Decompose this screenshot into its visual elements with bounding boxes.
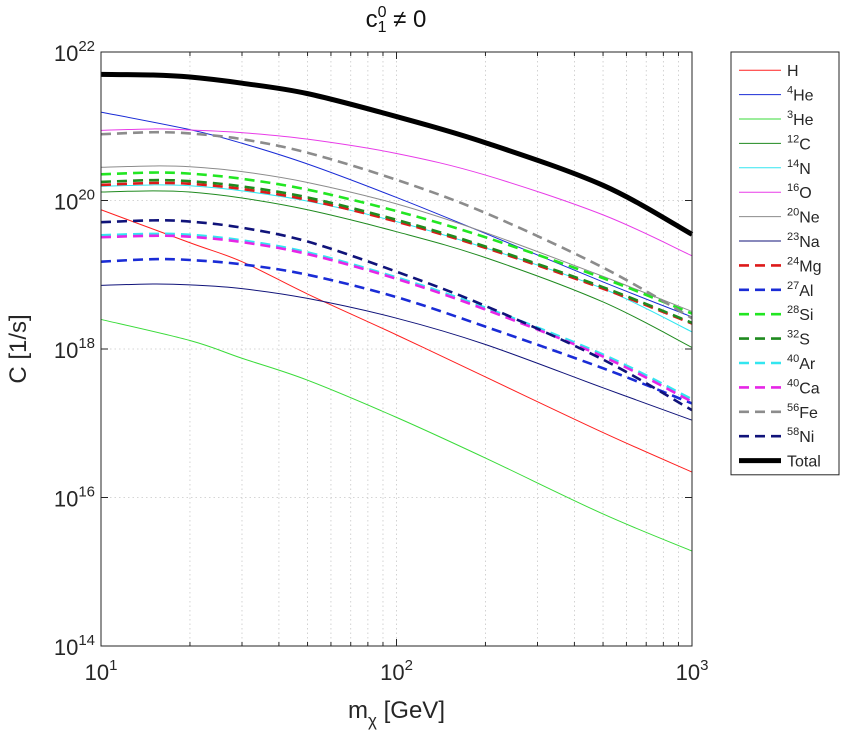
legend-entry-58ni: 58Ni [787, 426, 814, 446]
y-tick-label-base: 10 [54, 190, 78, 215]
legend-box [730, 51, 840, 476]
legend-entry-total: Total [787, 454, 821, 471]
y-tick-label-exponent: 16 [78, 484, 95, 501]
series-line-12c [100, 190, 693, 348]
legend-entry-12c: 12C [787, 133, 811, 153]
series-line-28si [100, 171, 693, 315]
x-tick-label-exponent: 2 [405, 657, 413, 674]
series-line-4he [100, 111, 693, 318]
chart-title-base: c [365, 6, 378, 33]
series-line-16o [100, 128, 693, 257]
series-line-40ca [100, 234, 693, 403]
legend-entry-27al: 27Al [787, 280, 813, 300]
legend-entry-40ca: 40Ca [787, 377, 820, 397]
y-tick-label-exponent: 14 [78, 632, 95, 649]
series-line-3he [100, 318, 693, 552]
y-tick-label-base: 10 [54, 635, 78, 660]
y-tick-label: 1014 [54, 632, 95, 660]
x-tick-label-exponent: 3 [700, 657, 708, 674]
series-line-h [100, 209, 693, 473]
y-tick-label-base: 10 [54, 338, 78, 363]
y-tick-label-exponent: 18 [78, 335, 95, 352]
series-group [100, 71, 694, 552]
y-tick-label-base: 10 [54, 41, 78, 66]
legend-entry-40ar: 40Ar [787, 353, 816, 373]
tick-marks [100, 51, 693, 647]
legend-entry-56fe: 56Fe [787, 402, 818, 422]
chart-title-superscript: 0 [377, 4, 387, 22]
x-tick-label-base: 10 [676, 660, 700, 685]
x-tick-label: 102 [380, 657, 413, 685]
x-tick-label: 103 [676, 657, 709, 685]
legend-entry-23na: 23Na [787, 231, 820, 251]
series-line-total [100, 71, 694, 237]
y-tick-label: 1016 [54, 484, 95, 512]
series-line-14n [100, 184, 693, 333]
series-line-24mg [100, 181, 693, 325]
y-tick-label-base: 10 [54, 487, 78, 512]
series-line-56fe [100, 130, 693, 320]
series-line-32s [100, 178, 693, 325]
x-tick-label-exponent: 1 [109, 657, 117, 674]
y-axis-label: C [1/s] [5, 314, 32, 383]
legend-entry-28si: 28Si [787, 304, 813, 324]
y-tick-label: 1018 [54, 335, 95, 363]
y-tick-label: 1022 [54, 38, 95, 66]
x-tick-label-base: 10 [380, 660, 404, 685]
legend-entry-32s: 32S [787, 329, 810, 349]
legend-entry-h: H [787, 63, 799, 80]
y-tick-label-exponent: 22 [78, 38, 95, 55]
legend-entry-4he: 4He [787, 85, 814, 105]
series-line-27al [100, 257, 693, 405]
grid [101, 52, 692, 646]
legend-entry-14n: 14N [787, 158, 811, 178]
series-line-23na [100, 283, 693, 421]
x-axis-label: mχ [GeV] [348, 697, 445, 730]
legend-entry-3he: 3He [787, 109, 814, 129]
x-tick-label-base: 10 [85, 660, 109, 685]
y-tick-label-exponent: 20 [78, 187, 95, 204]
series-line-20ne [100, 165, 693, 312]
legend-entry-16o: 16O [787, 182, 812, 202]
series-line-40ar [100, 232, 693, 401]
legend: H 4He 3He 12C 14N 16O 20Ne 23Na 24Mg 27Al 28Si 32S 4… [730, 51, 840, 476]
chart-title-subscript: 1 [377, 18, 387, 36]
x-tick-label: 101 [85, 657, 118, 685]
chart-title-rest: ≠ 0 [386, 6, 427, 33]
legend-entry-24mg: 24Mg [787, 255, 821, 275]
y-tick-label: 1020 [54, 187, 95, 215]
legend-entry-20ne: 20Ne [787, 207, 820, 227]
series-line-58ni [100, 219, 693, 412]
